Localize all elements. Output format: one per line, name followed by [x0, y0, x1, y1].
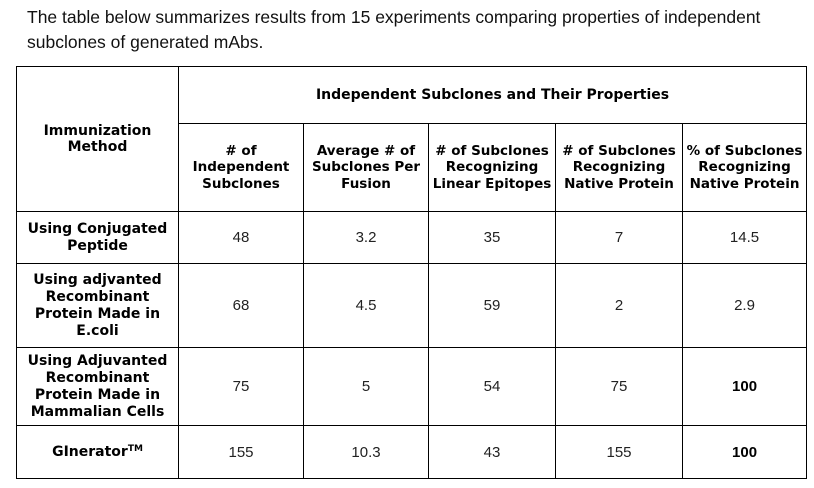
- column-header: Average # of Subclones Per Fusion: [303, 123, 429, 212]
- header-row-group: Immunization Method Independent Subclone…: [16, 66, 808, 212]
- table-row: Using Conjugated Peptide 48 3.2 35 7 14.…: [16, 211, 808, 264]
- table-cell: 155: [178, 425, 304, 479]
- row-method: Using Adjuvanted Recombinant Protein Mad…: [16, 347, 179, 426]
- trademark-mark: TM: [127, 443, 143, 454]
- immunization-method-header: Immunization Method: [16, 66, 179, 212]
- properties-group-header: Independent Subclones and Their Properti…: [177, 66, 808, 124]
- table-cell: 155: [555, 425, 683, 479]
- table-row: Using adjvanted Recombinant Protein Made…: [16, 263, 808, 348]
- header-row-columns: # of Independent Subclones Average # of …: [17, 123, 808, 212]
- table-cell: 14.5: [681, 211, 808, 264]
- column-header: # of Independent Subclones: [178, 123, 304, 212]
- method-name: GInerator: [52, 443, 128, 460]
- table-cell: 100: [681, 425, 808, 479]
- row-method: Using Conjugated Peptide: [16, 211, 179, 264]
- table-cell: 75: [178, 347, 304, 426]
- column-header: % of Subclones Recognizing Native Protei…: [681, 123, 808, 212]
- table-cell: 4.5: [303, 263, 429, 348]
- results-table: Immunization Method Independent Subclone…: [16, 66, 808, 479]
- table-cell: 10.3: [303, 425, 429, 479]
- table-cell: 54: [428, 347, 556, 426]
- table-cell: 75: [555, 347, 683, 426]
- table-row: GIneratorTM 155 10.3 43 155 100: [16, 425, 808, 479]
- table-cell: 35: [428, 211, 556, 264]
- table-cell: 59: [428, 263, 556, 348]
- table-cell: 7: [555, 211, 683, 264]
- table-cell: 2.9: [681, 263, 808, 348]
- table-cell: 43: [428, 425, 556, 479]
- table-cell: 100: [681, 347, 808, 426]
- table-row: Using Adjuvanted Recombinant Protein Mad…: [16, 347, 808, 426]
- table-cell: 2: [555, 263, 683, 348]
- intro-paragraph: The table below summarizes results from …: [27, 7, 761, 52]
- column-header: # of Subclones Recognizing Native Protei…: [555, 123, 683, 212]
- row-method: GIneratorTM: [16, 425, 179, 479]
- table-cell: 68: [178, 263, 304, 348]
- table-cell: 3.2: [303, 211, 429, 264]
- table-cell: 5: [303, 347, 429, 426]
- column-header: # of Subclones Recognizing Linear Epitop…: [428, 123, 556, 212]
- table-cell: 48: [178, 211, 304, 264]
- row-method: Using adjvanted Recombinant Protein Made…: [16, 263, 179, 348]
